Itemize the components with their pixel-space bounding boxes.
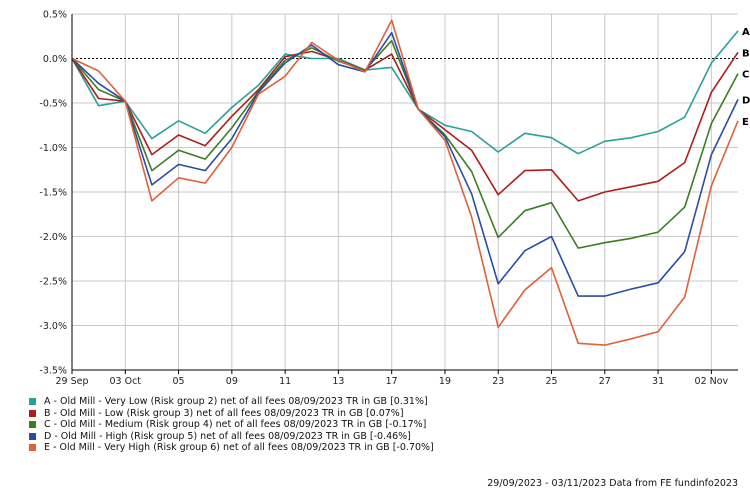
y-tick-label: -2.5% bbox=[39, 277, 67, 288]
x-tick-label: 23 bbox=[492, 376, 504, 387]
x-tick-label: 29 Sep bbox=[55, 376, 88, 387]
legend-label: C - Old Mill - Medium (Risk group 4) net… bbox=[44, 419, 427, 431]
legend-item-e: E - Old Mill - Very High (Risk group 6) … bbox=[29, 442, 434, 454]
series-end-label-e: E bbox=[742, 117, 749, 128]
legend-item-d: D - Old Mill - High (Risk group 5) net o… bbox=[29, 431, 434, 443]
series-end-label-b: B bbox=[742, 48, 750, 59]
x-tick-label: 02 Nov bbox=[695, 376, 729, 387]
x-tick-label: 11 bbox=[279, 376, 291, 387]
x-tick-label: 13 bbox=[332, 376, 344, 387]
legend-item-a: A - Old Mill - Very Low (Risk group 2) n… bbox=[29, 396, 434, 408]
series-end-label-d: D bbox=[742, 95, 750, 106]
x-tick-labels: 29 Sep 03 Oct 05 09 11 13 17 19 23 25 27 31 02 Nov bbox=[55, 376, 728, 387]
legend-label: D - Old Mill - High (Risk group 5) net o… bbox=[44, 430, 411, 442]
y-tick-label: -1.5% bbox=[39, 188, 67, 199]
x-tick-label: 03 Oct bbox=[110, 376, 142, 387]
y-tick-label: 0.0% bbox=[43, 54, 67, 65]
series-end-labels: ABC DE bbox=[742, 27, 750, 128]
legend-label: A - Old Mill - Very Low (Risk group 2) n… bbox=[44, 396, 428, 408]
series-line-a bbox=[71, 30, 739, 155]
legend-swatch bbox=[29, 432, 36, 440]
x-tick-label: 05 bbox=[173, 376, 185, 387]
legend-label: E - Old Mill - Very High (Risk group 6) … bbox=[44, 442, 434, 454]
legend-item-b: B - Old Mill - Low (Risk group 3) net of… bbox=[29, 408, 434, 420]
series-end-label-c: C bbox=[742, 70, 749, 81]
legend-item-c: C - Old Mill - Medium (Risk group 4) net… bbox=[29, 419, 434, 431]
y-tick-label: -1.0% bbox=[39, 143, 67, 154]
y-tick-labels: 0.5% 0.0% -0.5% -1.0% -1.5% -2.0% -2.5% -3.0% -3… bbox=[39, 10, 67, 377]
x-tick-label: 17 bbox=[386, 376, 398, 387]
x-tick-label: 09 bbox=[226, 376, 238, 387]
legend-swatch bbox=[29, 444, 36, 452]
series-line-d bbox=[71, 31, 739, 297]
y-tick-label: -3.5% bbox=[39, 366, 67, 377]
legend-label: B - Old Mill - Low (Risk group 3) net of… bbox=[44, 407, 404, 419]
series-end-label-a: A bbox=[742, 27, 750, 38]
legend-swatch bbox=[29, 409, 36, 417]
footer-date-range: 29/09/2023 - 03/11/2023 Data from FE fun… bbox=[487, 478, 738, 489]
legend-swatch bbox=[29, 398, 36, 406]
y-tick-label: -2.0% bbox=[39, 232, 67, 243]
y-tick-label: 0.5% bbox=[43, 10, 67, 21]
series-line-e bbox=[71, 19, 739, 346]
x-tick-label: 25 bbox=[545, 376, 557, 387]
series-line-b bbox=[71, 50, 739, 202]
legend-swatch bbox=[29, 421, 36, 429]
x-tick-label: 31 bbox=[652, 376, 664, 387]
x-tick-label: 27 bbox=[599, 376, 611, 387]
legend: A - Old Mill - Very Low (Risk group 2) n… bbox=[29, 396, 434, 454]
series-group bbox=[71, 19, 739, 346]
y-tick-label: -0.5% bbox=[39, 99, 67, 110]
y-tick-label: -3.0% bbox=[39, 321, 67, 332]
x-tick-label: 19 bbox=[439, 376, 451, 387]
series-line-c bbox=[71, 39, 739, 249]
